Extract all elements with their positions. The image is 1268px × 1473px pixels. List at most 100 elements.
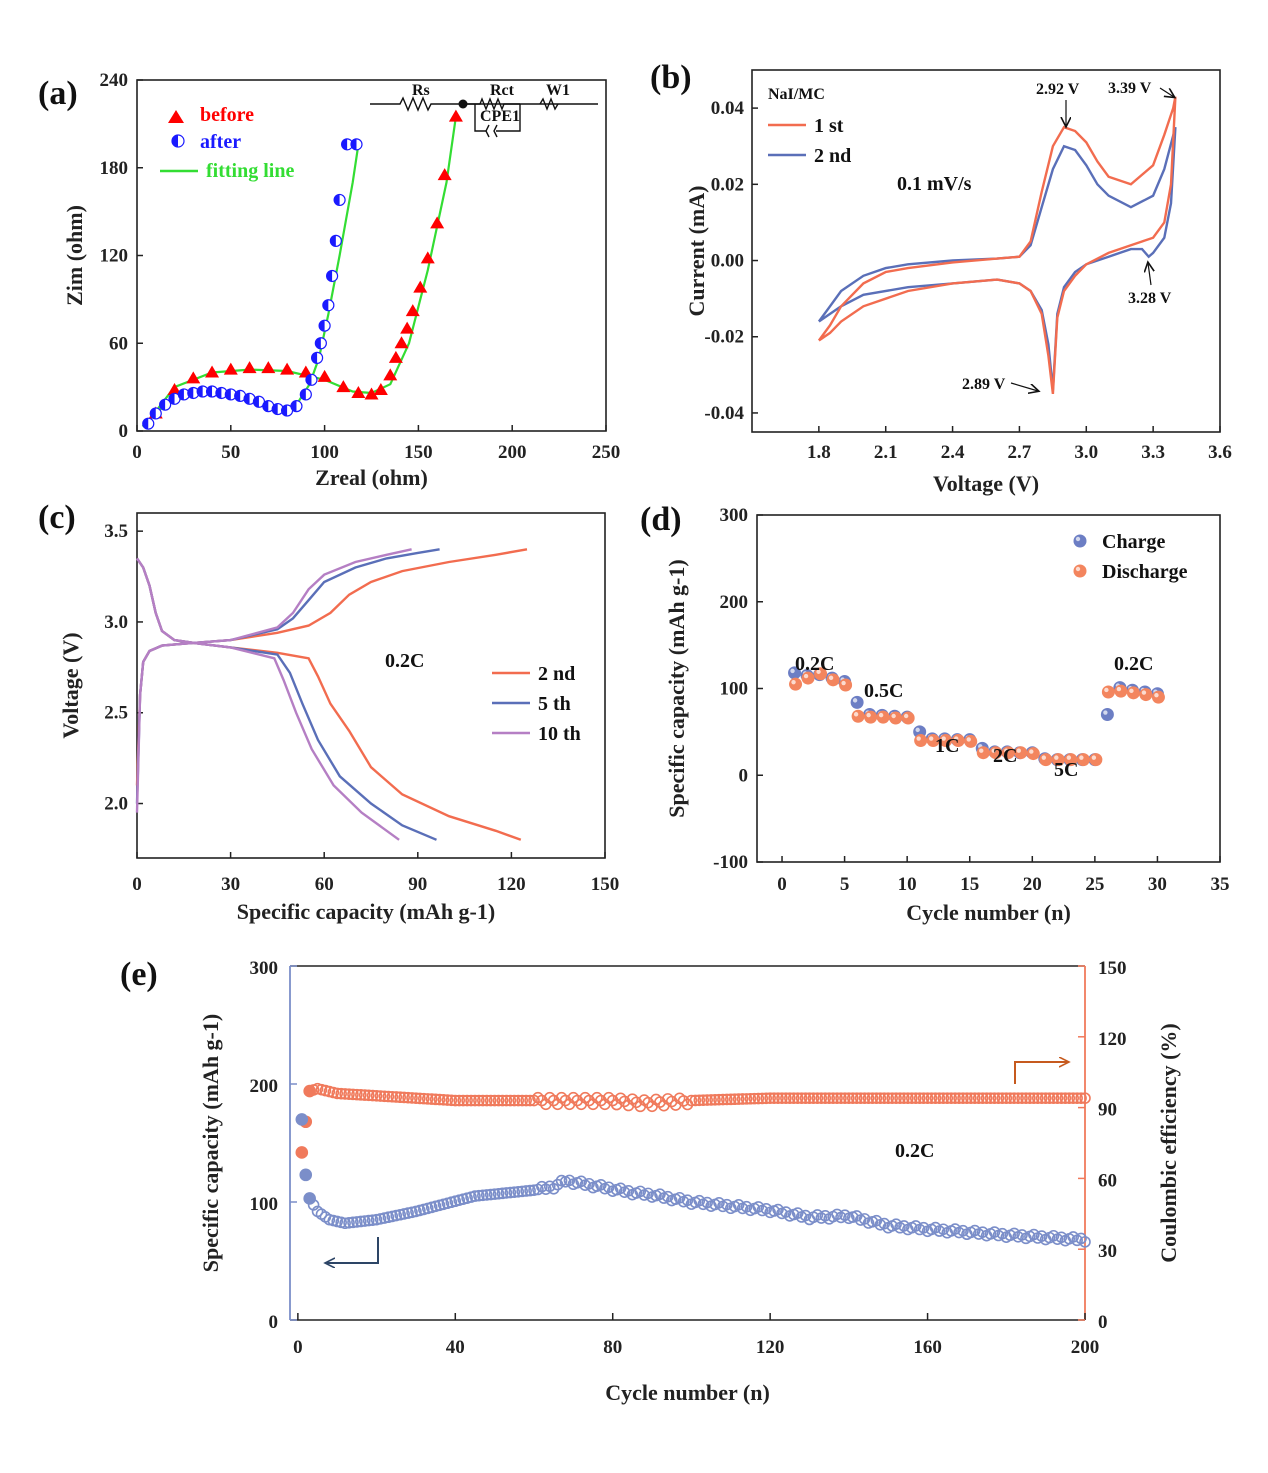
efficiency-point: [811, 1092, 824, 1104]
left-axis-arrow: [326, 1237, 379, 1263]
efficiency-point: [358, 1089, 371, 1101]
capacity-point: [339, 1217, 351, 1230]
after-point-fill: [272, 403, 278, 415]
capacity-point: [917, 1221, 930, 1234]
after-point-fill: [187, 387, 194, 399]
y-axis-label: Zim (ohm): [62, 205, 87, 306]
efficiency-point: [461, 1094, 473, 1107]
efficiency-point: [969, 1092, 981, 1104]
after-point-fill: [169, 393, 175, 405]
panel-b: 1.8 2.1 2.4 2.7 3.0 3.3 3.6 -0.04 -0.02 0.00 0.02 0…: [650, 59, 1232, 496]
panel-e: 0 40 80 120 160 200 0 100 200 300 0 30 60 90 120 150 (e)…: [120, 956, 1181, 1405]
discharge-point: [914, 734, 928, 748]
after-point-fill: [159, 399, 166, 411]
y-tick-label: 60: [109, 333, 128, 354]
efficiency-point: [1079, 1092, 1091, 1104]
efficiency-point: [732, 1093, 745, 1105]
efficiency-point: [1008, 1092, 1020, 1104]
efficiency-point: [685, 1094, 698, 1107]
y-right-tick-label: 0: [1098, 1312, 1108, 1333]
efficiency-point: [1059, 1092, 1072, 1104]
after-point: [329, 234, 342, 247]
y-tick-label: 0.00: [711, 251, 744, 272]
discharge-point-body: [1126, 686, 1140, 700]
discharge-point-highlight: [1154, 692, 1159, 698]
efficiency-point: [996, 1092, 1009, 1104]
legend-before-marker: [168, 110, 184, 123]
circuit-cpe-symbol: [485, 124, 498, 138]
capacity-point: [780, 1206, 792, 1218]
efficiency-point: [953, 1092, 965, 1104]
capacity-point: [484, 1188, 497, 1201]
before-point: [383, 368, 398, 381]
capacity-point: [693, 1194, 706, 1207]
efficiency-point: [1051, 1092, 1064, 1104]
discharge-point: [851, 709, 865, 723]
capacity-point: [496, 1187, 509, 1200]
discharge-point-highlight: [878, 712, 884, 718]
circuit-label-w1: W1: [546, 82, 570, 99]
legend: before after fitting line: [160, 104, 294, 182]
y-right-tick-label: 30: [1098, 1241, 1117, 1262]
efficiency-point: [791, 1092, 804, 1104]
capacity-point: [516, 1185, 529, 1198]
x-tick-label: 3.3: [1141, 442, 1165, 463]
efficiency-point: [520, 1094, 532, 1107]
efficiency-point: [571, 1094, 584, 1107]
efficiency-point: [473, 1094, 485, 1107]
efficiency-point: [831, 1092, 843, 1104]
after-point: [280, 404, 294, 417]
x-tick-label: 0: [132, 442, 142, 463]
capacity-point: [508, 1186, 521, 1198]
x-tick-label: 20: [1023, 874, 1042, 895]
peak-label: 3.28 V: [1128, 290, 1172, 307]
charge-point-highlight: [790, 668, 795, 674]
before-point: [351, 385, 366, 398]
efficiency-point: [583, 1094, 595, 1107]
efficiency-point: [366, 1089, 379, 1102]
efficiency-point: [803, 1092, 816, 1104]
efficiency-point: [390, 1091, 403, 1103]
legend-fit-label: fitting line: [206, 160, 294, 182]
x-tick-label: 5: [840, 874, 850, 895]
discharge-point: [1014, 746, 1028, 760]
x-tick-label: 15: [960, 874, 979, 895]
discharge-point: [1126, 686, 1140, 700]
efficiency-point: [937, 1092, 950, 1104]
efficiency-point: [854, 1092, 867, 1104]
efficiency-point: [1016, 1092, 1028, 1104]
charge-point-highlight: [852, 698, 858, 703]
after-point-fill: [206, 386, 213, 398]
after-point: [318, 319, 331, 332]
after-point: [305, 373, 318, 386]
discharge-point-highlight: [1029, 749, 1034, 754]
efficiency-point: [1004, 1092, 1017, 1104]
peak-label: 3.39 V: [1108, 80, 1152, 97]
discharge-point-body: [1039, 753, 1053, 767]
efficiency-point: [1067, 1092, 1079, 1104]
circuit-rct: [463, 97, 520, 111]
legend-2nd-label: 2 nd: [814, 145, 851, 167]
series-line-4: [135, 548, 412, 813]
scan-rate-label: 0.1 mV/s: [897, 173, 972, 195]
efficiency-point: [957, 1092, 969, 1104]
efficiency-point: [524, 1094, 536, 1107]
capacity-point: [366, 1214, 379, 1226]
efficiency-point: [500, 1094, 513, 1107]
capacity-point: [362, 1214, 375, 1227]
efficiency-point: [477, 1094, 489, 1107]
discharge-point: [1114, 684, 1128, 698]
efficiency-point: [414, 1092, 426, 1105]
capacity-point: [614, 1182, 627, 1195]
discharge-point-body: [1114, 684, 1128, 698]
discharge-point-highlight: [916, 736, 921, 741]
discharge-point-body: [876, 710, 890, 724]
capacity-point: [740, 1200, 753, 1213]
after-point: [215, 386, 228, 400]
efficiency-point: [764, 1092, 776, 1104]
x-tick-label: 10: [898, 874, 917, 895]
y-tick-label: 200: [720, 592, 749, 613]
circuit-w1: [539, 97, 559, 111]
efficiency-point: [898, 1092, 910, 1104]
